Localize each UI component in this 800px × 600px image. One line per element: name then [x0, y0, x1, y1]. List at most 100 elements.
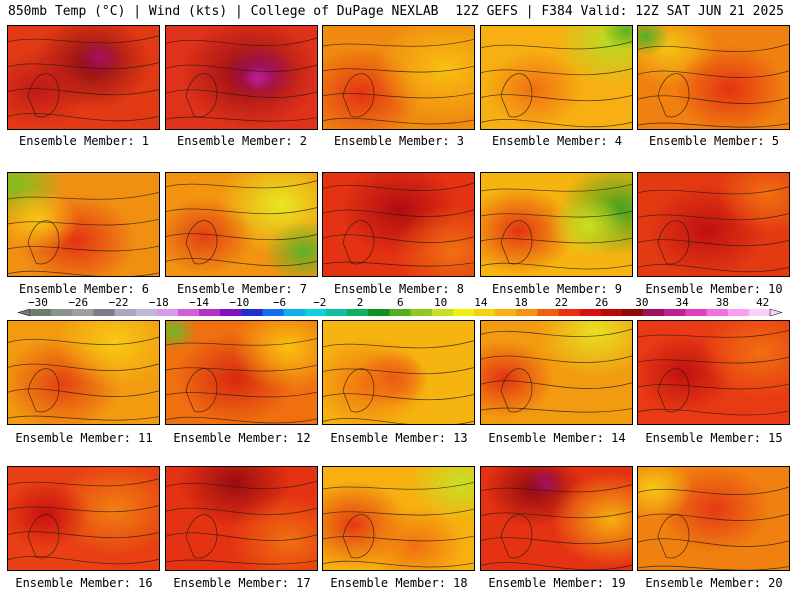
colorbar-swatch [368, 309, 390, 316]
colorbar-swatch [516, 309, 538, 316]
colorbar-swatch [262, 309, 285, 316]
colorbar-swatch [622, 309, 644, 316]
temperature-colorbar: −30 −26 −22 −18 −14 −10 −6 −2 2 6 10 14 18 22 26 30 34 38… [17, 296, 783, 317]
colorbar-tick-label: 34 [676, 296, 690, 309]
ensemble-member-map [7, 466, 160, 571]
colorbar-swatch [135, 309, 158, 316]
colorbar-swatch [685, 309, 708, 316]
colorbar-swatch [664, 309, 686, 316]
ensemble-member-label: Ensemble Member: 7 [176, 282, 308, 296]
colorbar-swatch [474, 309, 496, 316]
ensemble-member-label: Ensemble Member: 5 [648, 134, 780, 148]
temperature-field [8, 467, 159, 570]
colorbar-swatch [304, 309, 327, 316]
colorbar-tick-label: −10 [229, 296, 249, 309]
temperature-field [8, 321, 159, 424]
colorbar-tick-label: 14 [474, 296, 488, 309]
temperature-field [481, 26, 632, 129]
ensemble-member-map [165, 172, 318, 277]
colorbar-swatch [30, 309, 52, 316]
ensemble-member-map [7, 172, 160, 277]
colorbar-high-arrow [769, 308, 783, 317]
colorbar-swatch [326, 309, 348, 316]
ensemble-member-map [165, 320, 318, 425]
temperature-field [638, 173, 789, 276]
colorbar-tick-label: −30 [28, 296, 48, 309]
colorbar-swatch [93, 309, 116, 316]
ensemble-member-map [322, 466, 475, 571]
colorbar-swatch [600, 309, 623, 316]
ensemble-member-map [637, 25, 790, 130]
colorbar-swatch [156, 309, 179, 316]
temperature-field [481, 467, 632, 570]
colorbar-swatch [347, 309, 369, 316]
temperature-field [638, 321, 789, 424]
colorbar-tick-label: 6 [397, 296, 404, 309]
ensemble-member-map [7, 320, 160, 425]
ensemble-member-map [480, 172, 633, 277]
temperature-field [8, 173, 159, 276]
ensemble-member-map [322, 172, 475, 277]
colorbar-swatch [178, 309, 200, 316]
ensemble-member-label: Ensemble Member: 14 [488, 431, 626, 445]
colorbar-swatch [199, 309, 221, 316]
temperature-field [8, 26, 159, 129]
colorbar-tick-label: −2 [313, 296, 326, 309]
temperature-field [323, 173, 474, 276]
colorbar-swatch [114, 309, 137, 316]
run-valid-time: 12Z GEFS | F384 Valid: 12Z SAT JUN 21 20… [455, 4, 784, 19]
temperature-field [323, 321, 474, 424]
ensemble-member-label: Ensemble Member: 4 [491, 134, 623, 148]
temperature-field [166, 173, 317, 276]
colorbar-swatch [283, 309, 306, 316]
colorbar-swatch [643, 309, 665, 316]
ensemble-member-label: Ensemble Member: 15 [645, 431, 783, 445]
colorbar-tick-label: 2 [357, 296, 364, 309]
temperature-field [166, 321, 317, 424]
temperature-field [481, 321, 632, 424]
temperature-field [166, 26, 317, 129]
colorbar-tick-label: 18 [515, 296, 528, 309]
ensemble-member-label: Ensemble Member: 8 [333, 282, 465, 296]
colorbar-tick-label: 38 [716, 296, 729, 309]
colorbar-swatch [727, 309, 750, 316]
ensemble-member-label: Ensemble Member: 11 [15, 431, 153, 445]
map-title: 850mb Temp (°C) | Wind (kts) | College o… [8, 4, 439, 19]
temperature-field [638, 467, 789, 570]
ensemble-member-label: Ensemble Member: 6 [18, 282, 150, 296]
colorbar-swatch [410, 309, 433, 316]
ensemble-member-label: Ensemble Member: 16 [15, 576, 153, 590]
colorbar-tick-label: 10 [434, 296, 447, 309]
colorbar-low-arrow [17, 308, 31, 317]
ensemble-member-label: Ensemble Member: 1 [18, 134, 150, 148]
colorbar-tick-label: −6 [273, 296, 286, 309]
colorbar-swatch [241, 309, 264, 316]
ensemble-member-label: Ensemble Member: 3 [333, 134, 465, 148]
colorbar-swatch [748, 309, 771, 316]
colorbar-tick-label: 26 [595, 296, 608, 309]
temperature-field [323, 467, 474, 570]
colorbar-swatch [558, 309, 581, 316]
colorbar-tick-label: −22 [109, 296, 129, 309]
ensemble-member-map [322, 25, 475, 130]
ensemble-member-label: Ensemble Member: 18 [330, 576, 468, 590]
colorbar-swatch [51, 309, 73, 316]
ensemble-member-label: Ensemble Member: 9 [491, 282, 623, 296]
ensemble-member-map [480, 25, 633, 130]
temperature-field [323, 26, 474, 129]
colorbar-swatch [537, 309, 560, 316]
colorbar-swatch [389, 309, 412, 316]
ensemble-member-label: Ensemble Member: 10 [645, 282, 783, 296]
ensemble-member-label: Ensemble Member: 13 [330, 431, 468, 445]
ensemble-member-map [322, 320, 475, 425]
ensemble-member-map [637, 320, 790, 425]
colorbar-tick-label: 30 [635, 296, 648, 309]
colorbar-tick-label: 42 [756, 296, 769, 309]
ensemble-member-map [165, 25, 318, 130]
ensemble-member-label: Ensemble Member: 19 [488, 576, 626, 590]
colorbar-swatch [72, 309, 94, 316]
colorbar-swatch [706, 309, 729, 316]
temperature-field [166, 467, 317, 570]
colorbar-swatch [220, 309, 242, 316]
colorbar-tick-label: 22 [555, 296, 568, 309]
